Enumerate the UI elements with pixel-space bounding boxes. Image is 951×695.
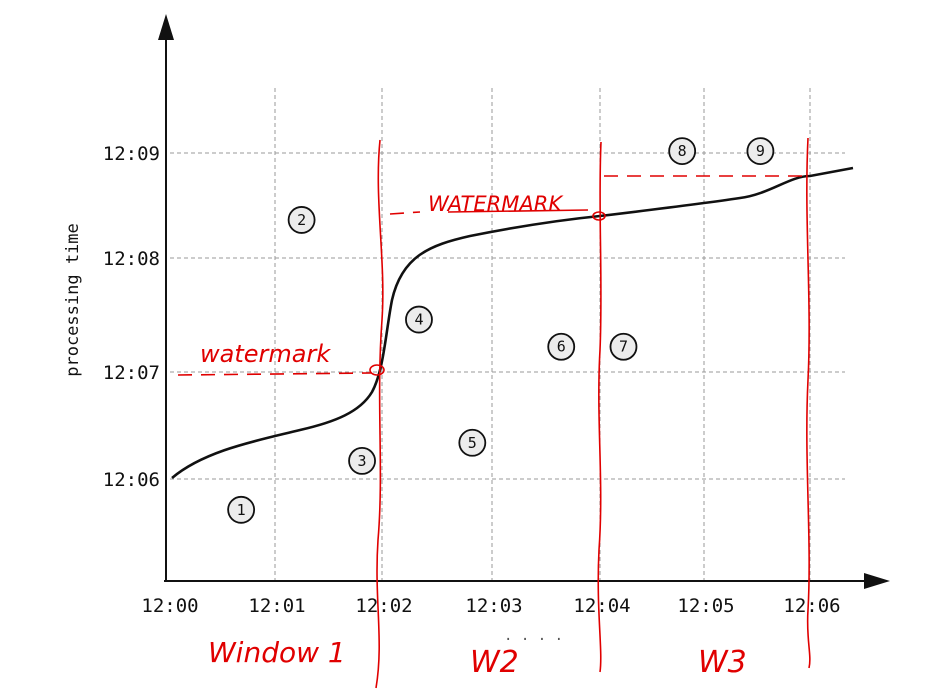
window-boundary-3 [806, 137, 811, 669]
watermark-high-line [389, 211, 421, 215]
event-marker: 2 [287, 206, 316, 234]
event-circle [227, 495, 256, 524]
event-number: 7 [619, 338, 628, 356]
event-number: 2 [297, 211, 306, 229]
x-tick-label: 12:02 [355, 595, 412, 617]
x-tick-label: 12:00 [141, 595, 198, 617]
event-circle [609, 332, 638, 361]
axes [158, 14, 890, 589]
annotations: watermark WATERMARK Window 1 W2 W3 . . .… [177, 137, 811, 689]
event-number: 1 [237, 501, 246, 519]
x-tick-label: 12:03 [465, 595, 522, 617]
y-axis-arrowhead [158, 14, 174, 40]
event-marker: 4 [405, 305, 433, 334]
window1-label: Window 1 [208, 636, 346, 669]
event-number: 3 [358, 452, 367, 470]
y-axis-label: processing time [63, 223, 83, 377]
event-circle [547, 332, 576, 361]
watermark-low-label: watermark [200, 340, 331, 368]
x-tick-label: 12:06 [783, 595, 840, 617]
event-markers: 1 2 3 4 5 6 7 8 9 [227, 137, 775, 524]
x-axis-arrowhead [864, 573, 890, 589]
event-number: 6 [557, 338, 566, 356]
event-circle [405, 305, 433, 334]
window-boundary-2 [597, 141, 602, 673]
watermark-low-line [177, 372, 373, 376]
event-marker: 1 [227, 495, 256, 524]
event-circle [746, 137, 775, 165]
event-marker: 9 [746, 137, 775, 165]
x-tick-label: 12:04 [573, 595, 630, 617]
ellipsis-marks: . . . . [504, 628, 563, 644]
y-tick-label: 12:07 [103, 362, 160, 384]
w2-label: W2 [470, 645, 519, 680]
x-tick-label: 12:01 [248, 595, 305, 617]
watermark-high-underline [447, 209, 589, 213]
event-number: 4 [414, 311, 423, 329]
x-tick-labels: 12:00 12:01 12:02 12:03 12:04 12:05 12:0… [141, 595, 840, 617]
x-tick-label: 12:05 [677, 595, 734, 617]
event-number: 9 [756, 142, 765, 160]
event-marker: 5 [458, 428, 487, 457]
grid [170, 88, 845, 580]
y-tick-label: 12:08 [103, 248, 160, 270]
w3-label: W3 [698, 645, 747, 680]
y-tick-label: 12:09 [103, 143, 160, 165]
event-marker: 3 [348, 446, 376, 475]
event-circle [668, 137, 697, 165]
event-circle [348, 446, 376, 475]
window-boundary-1 [375, 139, 384, 689]
event-marker: 6 [547, 332, 576, 361]
event-circle [458, 428, 487, 457]
y-tick-labels: 12:09 12:08 12:07 12:06 [103, 143, 160, 491]
y-tick-label: 12:06 [103, 469, 160, 491]
event-number: 5 [468, 434, 477, 452]
watermark-high-marker [592, 211, 606, 221]
event-marker: 8 [668, 137, 697, 165]
watermark-low-marker [369, 364, 385, 376]
event-circle [287, 206, 316, 234]
event-number: 8 [678, 142, 687, 160]
watermark-curve [171, 166, 854, 479]
event-marker: 7 [609, 332, 638, 361]
